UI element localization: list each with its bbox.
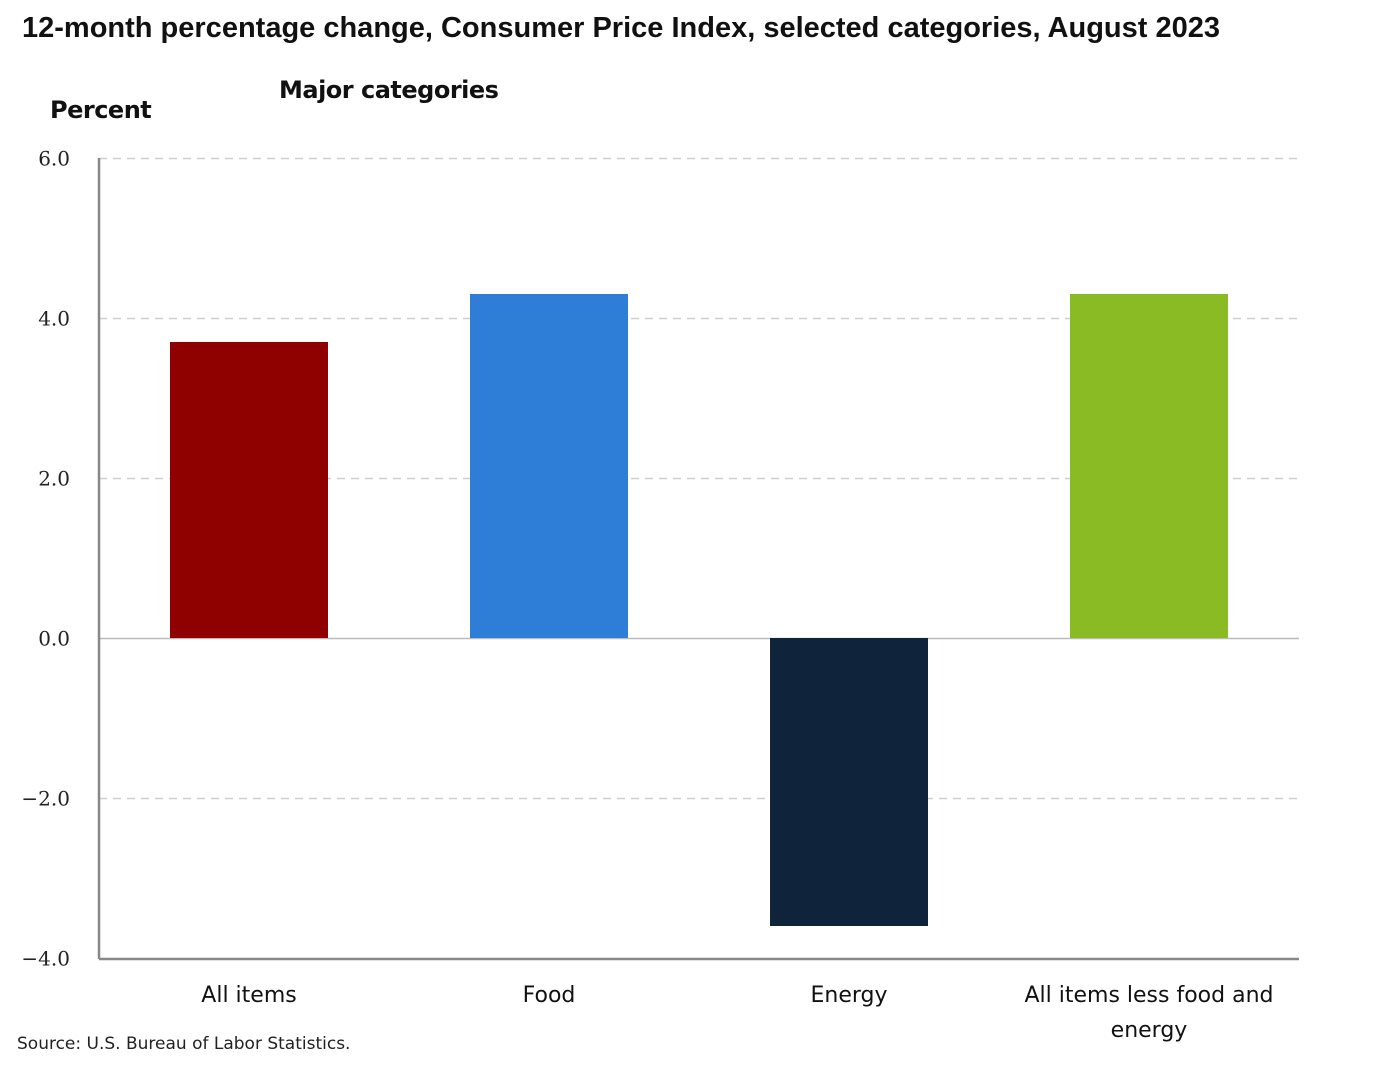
y-axis-label: Percent	[50, 96, 152, 124]
chart-subtitle: Major categories	[279, 76, 499, 104]
y-tick-label: −2.0	[21, 787, 70, 811]
x-category-label: energy	[1111, 1018, 1188, 1043]
y-tick-label: −4.0	[21, 947, 70, 971]
y-tick-labels: 6.0 4.0 2.0 0.0 −2.0 −4.0	[21, 147, 70, 971]
y-tick-label: 4.0	[38, 307, 70, 331]
y-tick-label: 2.0	[38, 467, 70, 491]
axes	[97, 158, 1299, 961]
bar-energy	[770, 638, 928, 926]
source-note: Source: U.S. Bureau of Labor Statistics.	[17, 1034, 351, 1054]
chart-title: 12-month percentage change, Consumer Pri…	[22, 12, 1220, 44]
x-category-label: All items less food and	[1024, 983, 1273, 1008]
bars	[170, 294, 1228, 926]
y-tick-label: 0.0	[38, 627, 70, 651]
bar-all-items	[170, 342, 328, 638]
x-category-label: Energy	[810, 983, 887, 1008]
x-category-labels: All items Food Energy All items less food a…	[201, 983, 1273, 1043]
x-category-label: Food	[523, 983, 576, 1008]
bar-food	[470, 294, 628, 638]
y-tick-label: 6.0	[38, 147, 70, 171]
bar-all-items-less-food-and-energy	[1070, 294, 1228, 638]
x-category-label: All items	[201, 983, 296, 1008]
